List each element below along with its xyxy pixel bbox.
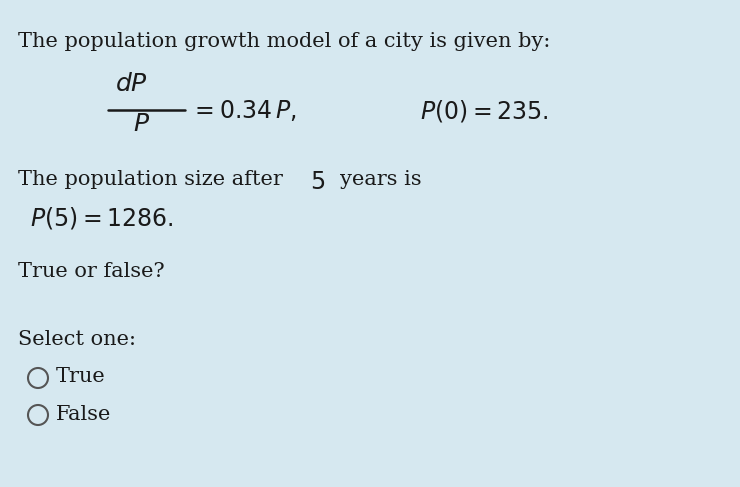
Text: Select one:: Select one: — [18, 330, 136, 349]
Text: $P(5) = 1286.$: $P(5) = 1286.$ — [30, 205, 174, 231]
Text: The population size after: The population size after — [18, 170, 283, 189]
Circle shape — [28, 405, 48, 425]
Text: False: False — [56, 405, 112, 424]
Text: True: True — [56, 368, 106, 387]
Text: $\mathit{dP}$: $\mathit{dP}$ — [115, 72, 148, 96]
Text: The population growth model of a city is given by:: The population growth model of a city is… — [18, 32, 551, 51]
Text: $P(0) = 235.$: $P(0) = 235.$ — [420, 98, 548, 124]
Circle shape — [28, 368, 48, 388]
Text: $\mathit{P}$: $\mathit{P}$ — [133, 112, 150, 136]
Text: years is: years is — [340, 170, 422, 189]
Text: True or false?: True or false? — [18, 262, 164, 281]
Text: $5$: $5$ — [310, 170, 325, 194]
Text: $= 0.34\,P,$: $= 0.34\,P,$ — [190, 98, 297, 123]
